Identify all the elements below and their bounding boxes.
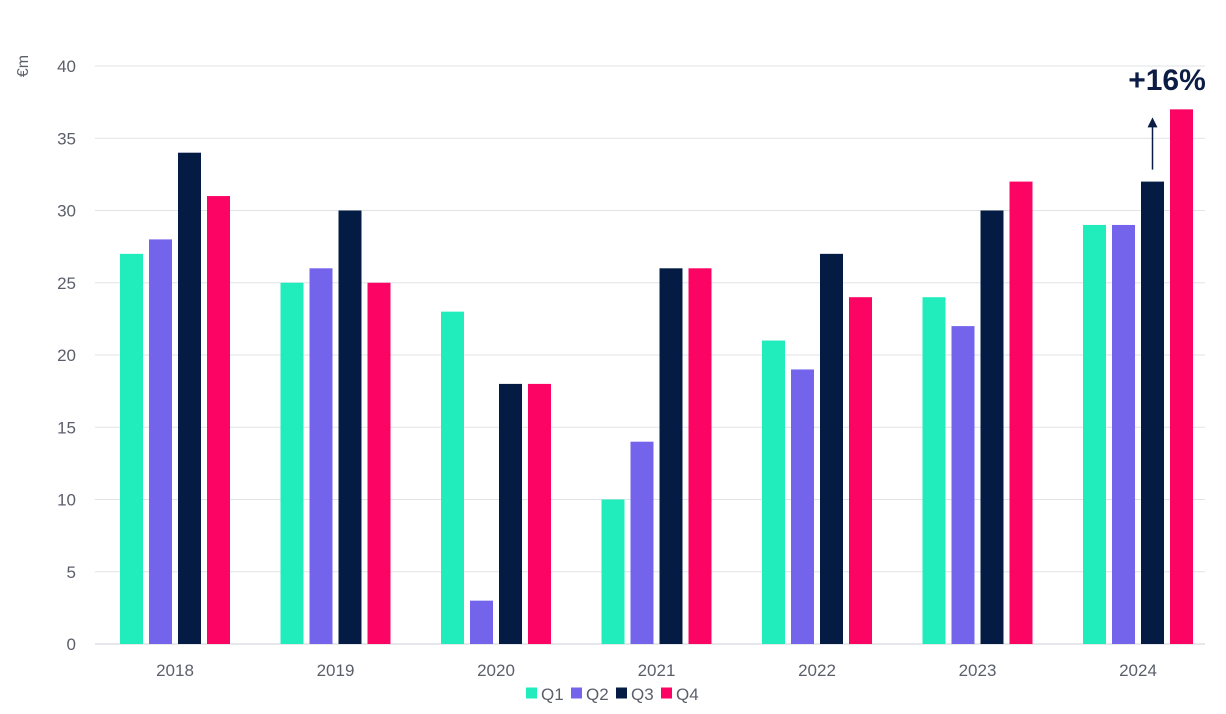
bar-q3-2023 xyxy=(980,210,1004,644)
bars xyxy=(120,109,1193,645)
legend-swatch-q4 xyxy=(661,687,672,699)
bar-q2-2018 xyxy=(149,239,172,644)
bar-q3-2024 xyxy=(1141,181,1164,644)
bar-q2-2024 xyxy=(1112,224,1135,644)
annotation-arrow-head xyxy=(1147,117,1158,128)
x-tick-label: 2021 xyxy=(638,661,676,680)
y-tick-label: 35 xyxy=(57,129,76,148)
legend-swatch-q3 xyxy=(616,687,627,699)
annotation: +16% xyxy=(1128,64,1206,170)
bar-q3-2019 xyxy=(338,210,362,644)
y-tick-label: 20 xyxy=(57,346,76,365)
x-tick-label: 2019 xyxy=(317,661,355,680)
bar-q2-2019 xyxy=(309,268,333,644)
bar-q3-2018 xyxy=(178,152,201,644)
legend-swatch-q1 xyxy=(526,687,537,699)
y-tick-label: 30 xyxy=(57,202,76,221)
bar-q2-2022 xyxy=(791,369,814,644)
bar-q3-2022 xyxy=(820,253,843,644)
bar-q4-2018 xyxy=(207,196,230,645)
y-tick-label: 5 xyxy=(67,563,76,582)
gridlines xyxy=(95,65,1205,645)
bar-q4-2022 xyxy=(849,297,872,644)
legend-label-q4: Q4 xyxy=(676,685,699,704)
legend-swatch-q2 xyxy=(571,687,582,699)
x-tick-label: 2023 xyxy=(959,661,997,680)
bar-q4-2019 xyxy=(367,282,391,644)
legend-label-q2: Q2 xyxy=(586,685,609,704)
y-axis-unit-label: €m xyxy=(15,55,32,77)
legend-label-q1: Q1 xyxy=(541,685,564,704)
x-tick-label: 2022 xyxy=(798,661,836,680)
bar-q2-2020 xyxy=(470,600,493,644)
bar-q1-2024 xyxy=(1083,224,1106,644)
bar-q3-2021 xyxy=(659,268,683,644)
bar-q3-2020 xyxy=(499,383,522,644)
bar-q4-2023 xyxy=(1009,181,1033,644)
bar-q4-2021 xyxy=(688,268,712,644)
x-tick-label: 2020 xyxy=(477,661,515,680)
y-tick-label: 40 xyxy=(57,57,76,76)
bar-q1-2019 xyxy=(280,282,304,644)
bar-q2-2021 xyxy=(630,441,654,644)
y-tick-label: 25 xyxy=(57,274,76,293)
legend-label-q3: Q3 xyxy=(631,685,654,704)
bar-q4-2024 xyxy=(1170,109,1193,645)
y-tick-label: 0 xyxy=(67,635,76,654)
y-axis-ticks: 0 5 10 15 20 25 30 35 40 xyxy=(57,57,76,654)
bar-q1-2018 xyxy=(120,253,143,644)
annotation-label: +16% xyxy=(1128,64,1206,97)
x-tick-label: 2024 xyxy=(1119,661,1157,680)
bar-q1-2023 xyxy=(922,297,946,644)
y-tick-label: 10 xyxy=(57,491,76,510)
bar-q1-2020 xyxy=(441,311,464,644)
legend: Q1 Q2 Q3 Q4 xyxy=(526,685,699,704)
x-tick-label: 2018 xyxy=(156,661,194,680)
x-axis-ticks: 2018 2019 2020 2021 2022 2023 2024 xyxy=(156,661,1157,680)
y-tick-label: 15 xyxy=(57,418,76,437)
bar-q1-2022 xyxy=(762,340,785,644)
bar-q2-2023 xyxy=(951,326,975,644)
bar-q4-2020 xyxy=(528,383,551,644)
bar-q1-2021 xyxy=(601,499,625,644)
